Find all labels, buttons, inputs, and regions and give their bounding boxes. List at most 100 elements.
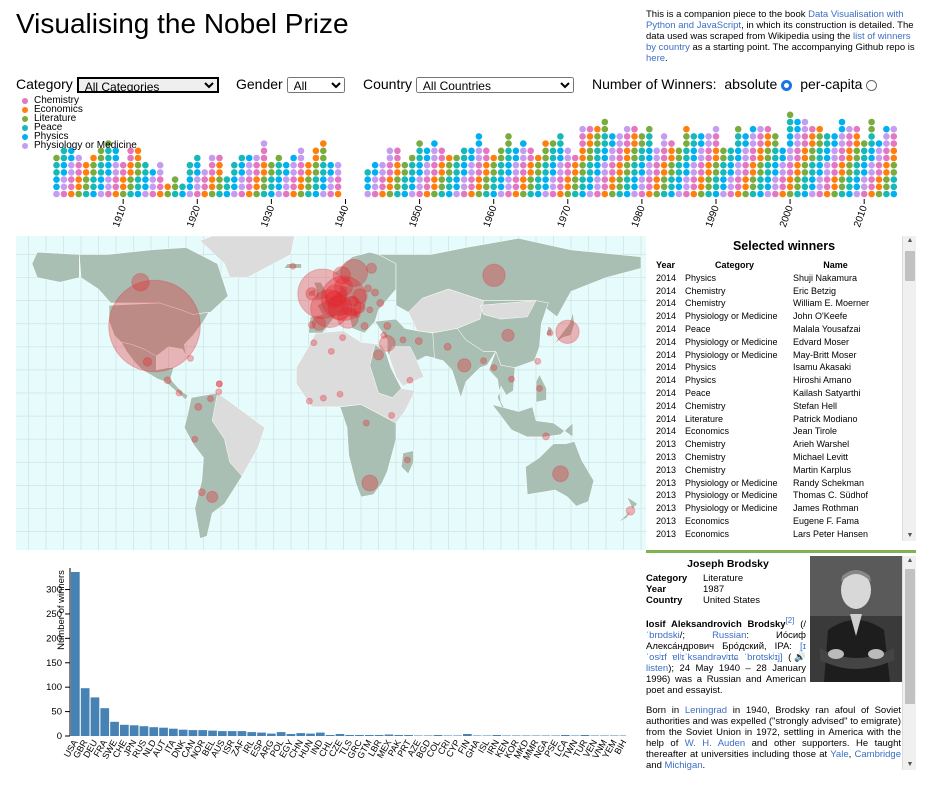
- winner-dot[interactable]: [505, 147, 512, 155]
- country-bar[interactable]: [521, 735, 531, 737]
- winner-dot[interactable]: [846, 140, 853, 147]
- country-bar[interactable]: [414, 735, 423, 737]
- winner-dot[interactable]: [223, 176, 231, 183]
- winner-dot[interactable]: [505, 161, 512, 169]
- winner-dot[interactable]: [579, 169, 586, 176]
- winner-dot[interactable]: [164, 183, 171, 191]
- winner-dot[interactable]: [320, 183, 327, 191]
- winner-dot[interactable]: [594, 183, 601, 191]
- winner-dot[interactable]: [594, 176, 601, 183]
- winner-dot[interactable]: [394, 183, 401, 191]
- winner-dot[interactable]: [772, 133, 779, 140]
- winner-dot[interactable]: [779, 190, 786, 198]
- winner-dot[interactable]: [371, 161, 379, 169]
- winner-dot[interactable]: [860, 161, 868, 169]
- winner-dot[interactable]: [801, 125, 809, 133]
- winner-dot[interactable]: [801, 154, 809, 162]
- winner-dot[interactable]: [853, 169, 861, 176]
- winner-dot[interactable]: [809, 161, 816, 169]
- winner-dot[interactable]: [764, 147, 772, 155]
- winner-dot[interactable]: [438, 183, 446, 191]
- country-bar[interactable]: [610, 735, 619, 737]
- winner-dot[interactable]: [586, 147, 594, 155]
- winner-dot[interactable]: [394, 176, 401, 183]
- winner-dot[interactable]: [742, 154, 749, 162]
- country-winner-bubble[interactable]: [508, 375, 515, 383]
- winner-dot[interactable]: [60, 161, 68, 169]
- country-winner-bubble[interactable]: [327, 347, 335, 355]
- winner-dot[interactable]: [260, 140, 268, 147]
- winner-dot[interactable]: [534, 154, 542, 162]
- winner-dot[interactable]: [779, 154, 786, 162]
- winner-dot[interactable]: [542, 183, 549, 191]
- winner-dot[interactable]: [809, 183, 816, 191]
- winner-dot[interactable]: [68, 190, 75, 198]
- winner-dot[interactable]: [379, 183, 386, 191]
- country-bar[interactable]: [561, 735, 570, 736]
- country-winner-bubble[interactable]: [215, 380, 223, 388]
- winner-dot[interactable]: [586, 154, 594, 162]
- winner-dot[interactable]: [846, 125, 853, 133]
- winner-dot[interactable]: [868, 169, 875, 176]
- country-winner-bubble[interactable]: [534, 357, 542, 365]
- winner-dot[interactable]: [497, 190, 505, 198]
- winner-dot[interactable]: [253, 169, 260, 176]
- winner-dot[interactable]: [757, 147, 764, 155]
- winner-dot[interactable]: [423, 161, 431, 169]
- winner-dot[interactable]: [579, 154, 586, 162]
- winner-dot[interactable]: [727, 169, 735, 176]
- winner-dot[interactable]: [742, 147, 749, 155]
- winner-dot[interactable]: [238, 183, 246, 191]
- winner-dot[interactable]: [90, 183, 97, 191]
- winner-dot[interactable]: [712, 140, 720, 147]
- winner-dot[interactable]: [616, 176, 623, 183]
- country-bar[interactable]: [423, 735, 433, 737]
- winner-dot[interactable]: [534, 183, 542, 191]
- winner-dot[interactable]: [245, 190, 253, 198]
- winner-dot[interactable]: [794, 133, 801, 140]
- winner-dot[interactable]: [594, 154, 601, 162]
- winner-dot[interactable]: [394, 169, 401, 176]
- country-winner-bubble[interactable]: [349, 308, 357, 316]
- winner-dot[interactable]: [275, 161, 283, 169]
- winner-dot[interactable]: [371, 183, 379, 191]
- winner-dot[interactable]: [394, 154, 401, 162]
- winner-dot[interactable]: [609, 161, 616, 169]
- winner-dot[interactable]: [68, 176, 75, 183]
- winner-dot[interactable]: [112, 190, 120, 198]
- country-winner-bubble[interactable]: [336, 390, 344, 398]
- winner-dot[interactable]: [875, 169, 883, 176]
- winner-dot[interactable]: [801, 140, 809, 147]
- winner-dot[interactable]: [890, 154, 898, 162]
- winner-dot[interactable]: [194, 154, 201, 162]
- winner-dot[interactable]: [512, 147, 520, 155]
- country-winner-bubble[interactable]: [546, 329, 554, 337]
- winner-dot[interactable]: [475, 133, 483, 140]
- winner-dot[interactable]: [305, 169, 312, 176]
- winner-dot[interactable]: [631, 154, 638, 162]
- winner-dot[interactable]: [616, 183, 623, 191]
- country-bar[interactable]: [453, 735, 462, 737]
- winner-dot[interactable]: [786, 147, 794, 155]
- winner-dot[interactable]: [379, 176, 386, 183]
- winner-dot[interactable]: [831, 140, 838, 147]
- winner-dot[interactable]: [320, 147, 327, 155]
- winner-dot[interactable]: [742, 133, 749, 140]
- winner-dot[interactable]: [616, 133, 623, 140]
- country-winner-bubble[interactable]: [341, 296, 362, 317]
- table-row[interactable]: 2014 Literature Patrick Modiano: [656, 413, 902, 426]
- winner-dot[interactable]: [734, 176, 742, 183]
- winner-dot[interactable]: [97, 190, 105, 198]
- winner-dot[interactable]: [305, 190, 312, 198]
- winner-dot[interactable]: [712, 183, 720, 191]
- winner-dot[interactable]: [194, 176, 201, 183]
- winner-dot[interactable]: [712, 133, 720, 140]
- winner-dot[interactable]: [438, 147, 446, 155]
- winner-dot[interactable]: [60, 176, 68, 183]
- winner-dot[interactable]: [742, 161, 749, 169]
- winner-dot[interactable]: [816, 147, 823, 155]
- winner-dot[interactable]: [401, 161, 409, 169]
- winner-dot[interactable]: [520, 176, 527, 183]
- winner-dot[interactable]: [423, 190, 431, 198]
- winner-dot[interactable]: [312, 169, 320, 176]
